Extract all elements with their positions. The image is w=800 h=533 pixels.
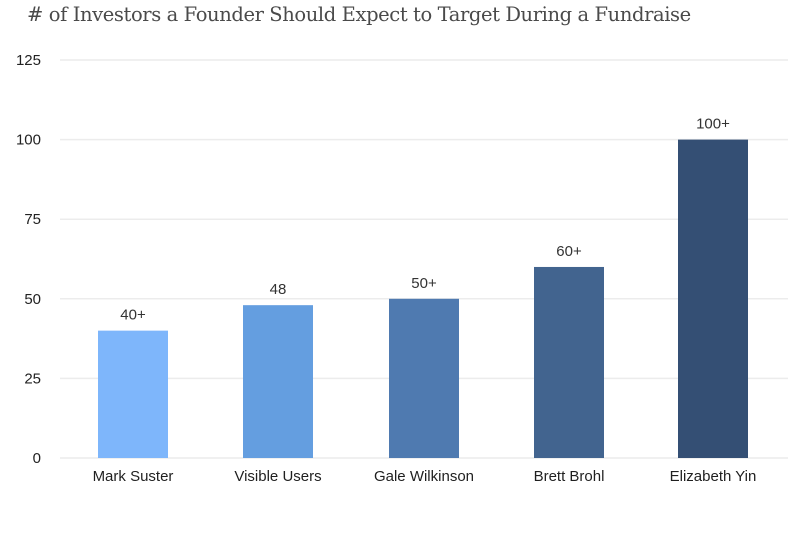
- chart-title: # of Investors a Founder Should Expect t…: [27, 3, 691, 26]
- data-label: 48: [270, 281, 287, 298]
- x-tick-label: Mark Suster: [93, 468, 174, 485]
- bar-elizabeth-yin: [678, 139, 748, 458]
- y-tick-label: 125: [16, 52, 41, 69]
- bar-mark-suster: [98, 330, 168, 458]
- x-tick-label: Elizabeth Yin: [670, 468, 757, 485]
- data-label: 60+: [556, 243, 582, 260]
- bar-gale-wilkinson: [389, 298, 459, 458]
- y-tick-label: 0: [33, 450, 41, 467]
- data-label: 100+: [696, 116, 730, 133]
- y-tick-label: 75: [24, 211, 41, 228]
- y-tick-label: 50: [24, 291, 41, 308]
- x-tick-label: Brett Brohl: [534, 468, 605, 485]
- y-tick-label: 100: [16, 132, 41, 149]
- x-tick-label: Gale Wilkinson: [374, 468, 474, 485]
- x-tick-label: Visible Users: [234, 468, 321, 485]
- bar-brett-brohl: [534, 266, 604, 458]
- data-label: 50+: [411, 275, 437, 292]
- data-label: 40+: [120, 307, 146, 324]
- data-labels: 40+ 48 50+ 60+ 100+: [120, 116, 730, 324]
- bar-visible-users: [243, 305, 313, 458]
- y-tick-label: 25: [24, 370, 41, 387]
- x-axis-category-labels: Mark Suster Visible Users Gale Wilkinson Br…: [93, 468, 757, 485]
- bars: [98, 139, 748, 458]
- y-axis-tick-labels: 0 25 50 75 100 125: [16, 52, 41, 467]
